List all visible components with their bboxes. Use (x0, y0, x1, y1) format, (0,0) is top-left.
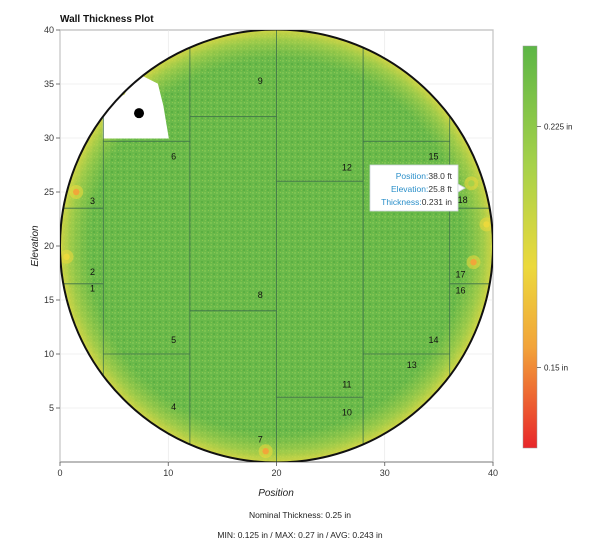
y-axis-ticks: 5 10 15 20 25 30 35 40 (44, 25, 60, 413)
hotspot-1 (468, 180, 475, 187)
zone-label-7: 7 (258, 435, 263, 445)
svg-text:Position:38.0 ft: Position:38.0 ft (396, 171, 453, 181)
zone-label-17: 17 (456, 269, 466, 279)
tooltip-position-value: 38.0 ft (428, 171, 452, 181)
y-tick-label-35: 35 (44, 79, 54, 89)
zone-label-5: 5 (171, 335, 176, 345)
y-tick-label-25: 25 (44, 187, 54, 197)
hotspot-3 (262, 448, 269, 455)
thickness-summary: MIN: 0.125 in / MAX: 0.27 in / AVG: 0.24… (217, 530, 383, 540)
x-axis-title: Position (258, 488, 294, 499)
y-tick-label-15: 15 (44, 295, 54, 305)
tooltip-box (369, 164, 459, 212)
y-tick-label-30: 30 (44, 133, 54, 143)
tooltip: Position:38.0 ft Elevation:25.8 ft Thick… (369, 164, 466, 212)
zone-label-3: 3 (90, 196, 95, 206)
zone-label-15: 15 (428, 152, 438, 162)
svg-text:Thickness:0.231 in: Thickness:0.231 in (381, 197, 452, 207)
zone-label-12: 12 (342, 162, 352, 172)
hotspot-5 (483, 221, 490, 228)
hotspot-2 (470, 259, 477, 266)
tank-map (60, 30, 493, 462)
zone-label-8: 8 (258, 290, 263, 300)
y-tick-label-20: 20 (44, 241, 54, 251)
tooltip-position-label: Position: (396, 171, 429, 181)
hotspot-0 (73, 188, 80, 196)
x-axis-ticks: 0 10 20 30 40 (57, 462, 498, 478)
zone-label-16: 16 (456, 286, 466, 296)
tooltip-pointer (457, 183, 466, 193)
zone-label-14: 14 (428, 335, 438, 345)
tooltip-elevation-label: Elevation: (391, 184, 428, 194)
tooltip-thickness-label: Thickness: (381, 197, 422, 207)
colorbar-tick-label-0: 0.225 in (544, 122, 572, 131)
zone-label-4: 4 (171, 402, 176, 412)
nominal-thickness: Nominal Thickness: 0.25 in (249, 510, 351, 520)
zone-label-6: 6 (171, 152, 176, 162)
chart-title: Wall Thickness Plot (60, 14, 154, 25)
cutout-marker (134, 108, 145, 119)
colorbar-ticks: 0.225 in 0.15 in (537, 122, 572, 373)
y-tick-label-10: 10 (44, 349, 54, 359)
x-tick-label-40: 40 (488, 468, 498, 478)
tooltip-thickness-value: 0.231 in (422, 197, 453, 207)
zone-label-18: 18 (458, 195, 468, 205)
zone-label-10: 10 (342, 408, 352, 418)
zone-label-2: 2 (90, 267, 95, 277)
tooltip-elevation-value: 25.8 ft (428, 184, 452, 194)
y-axis-title: Elevation (30, 225, 41, 267)
y-tick-label-40: 40 (44, 25, 54, 35)
colorbar-gradient (522, 45, 538, 449)
svg-text:Elevation:25.8 ft: Elevation:25.8 ft (391, 184, 453, 194)
colorbar-tick-label-1: 0.15 in (544, 364, 568, 373)
zone-label-13: 13 (407, 360, 417, 370)
zone-label-11: 11 (342, 379, 351, 389)
hotspot-4 (63, 253, 70, 260)
zone-label-9: 9 (258, 76, 263, 86)
y-tick-label-5: 5 (49, 403, 54, 413)
zone-label-1: 1 (90, 283, 95, 293)
x-tick-label-30: 30 (380, 468, 390, 478)
x-tick-label-20: 20 (271, 468, 281, 478)
hotspots (60, 176, 493, 459)
x-tick-label-0: 0 (57, 468, 62, 478)
colorbar: 0.225 in 0.15 in (522, 45, 572, 449)
x-tick-label-10: 10 (163, 468, 173, 478)
